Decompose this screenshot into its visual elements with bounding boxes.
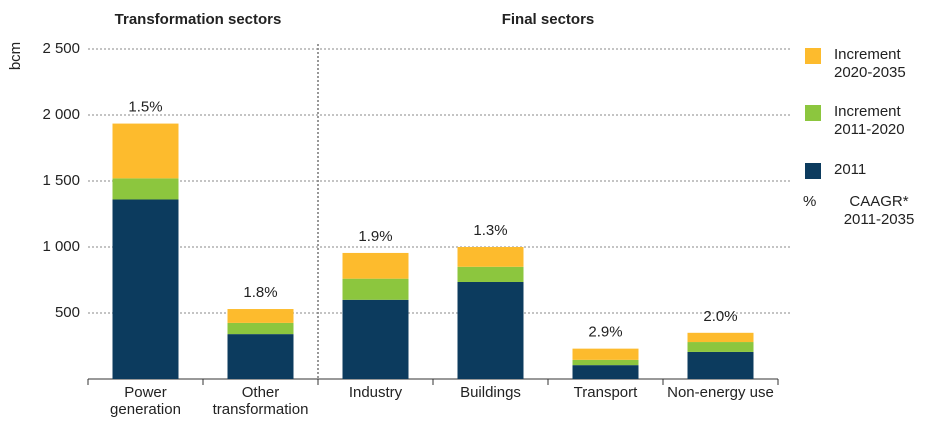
caagr-label: 2.9% (588, 324, 622, 341)
x-tick-label: Industry (348, 384, 403, 401)
group-label: Transformation sectors (115, 11, 282, 28)
legend-swatch (805, 48, 821, 64)
group-label: Final sectors (502, 11, 595, 28)
legend-symbol: % (803, 193, 817, 210)
bar-segment (457, 247, 524, 267)
caagr-label: 1.8% (243, 284, 277, 301)
x-tick-label: Non-energy use (667, 384, 774, 401)
bar-segment (342, 278, 409, 300)
caagr-label: 1.3% (473, 222, 507, 239)
x-tick-label: Power generation (110, 384, 181, 418)
bar-segment (112, 199, 179, 379)
x-tick-label: Transport (573, 384, 638, 401)
y-tick-label: 500 (55, 304, 80, 321)
bar-segment (572, 348, 639, 360)
bar-segment (457, 281, 524, 379)
y-axis-label: bcm (7, 42, 24, 70)
legend-label: 2011 (834, 161, 867, 178)
caagr-label: 2.0% (703, 308, 737, 325)
legend-swatch (805, 105, 821, 121)
bar-segment (342, 252, 409, 279)
legend-note: CAAGR* 2011-2035 (843, 193, 915, 228)
caagr-label: 1.5% (128, 99, 162, 116)
bar-segment (572, 365, 639, 379)
bar-segment (572, 359, 639, 366)
x-tick-label: Other transformation (212, 384, 309, 418)
bar-segment (687, 351, 754, 379)
bar-segment (227, 334, 294, 379)
legend-label: Increment 2011-2020 (834, 103, 905, 138)
bar-segment (112, 123, 179, 179)
y-tick-label: 1 000 (42, 238, 80, 255)
bar-segment (227, 309, 294, 323)
legend-label: Increment 2020-2035 (834, 46, 906, 81)
bar-segment (457, 266, 524, 282)
caagr-label: 1.9% (358, 228, 392, 245)
y-tick-label: 1 500 (42, 172, 80, 189)
y-tick-label: 2 000 (42, 106, 80, 123)
bar-segment (227, 322, 294, 335)
x-tick-label: Buildings (460, 384, 521, 401)
bar-segment (687, 342, 754, 352)
bar-segment (112, 178, 179, 200)
legend-swatch (805, 163, 821, 179)
bar-segment (342, 299, 409, 379)
bar-segment (687, 332, 754, 343)
y-tick-label: 2 500 (42, 40, 80, 57)
